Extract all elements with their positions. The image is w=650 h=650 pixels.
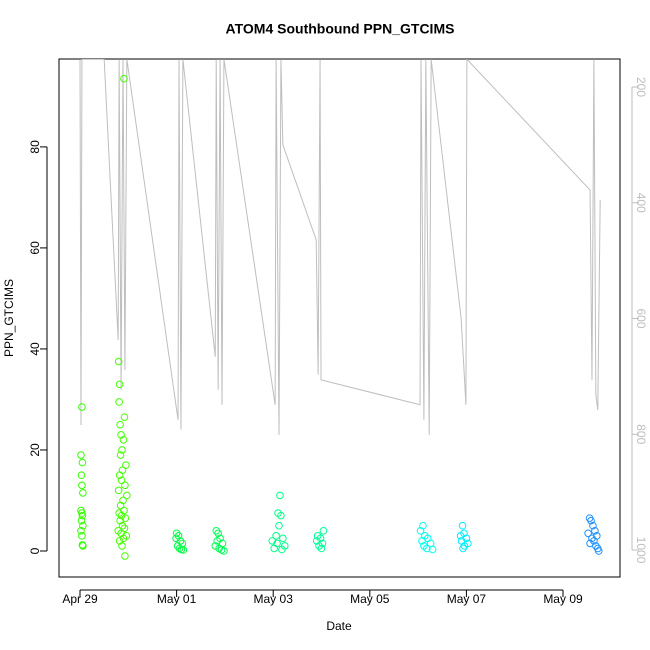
data-point (278, 545, 286, 554)
y-tick-label: 0 (28, 547, 42, 554)
data-point (584, 529, 592, 538)
data-point (315, 542, 323, 550)
plot-box (58, 58, 621, 578)
data-point (418, 537, 426, 545)
y2-tick-label: 1000 (634, 537, 648, 564)
data-point (220, 547, 228, 555)
data-point (120, 74, 128, 83)
y2-tick-label: 400 (634, 193, 648, 213)
data-point (79, 521, 87, 530)
data-point (275, 521, 283, 530)
x-axis-label: Date (326, 619, 352, 633)
data-point (116, 451, 125, 459)
data-point (589, 521, 597, 530)
data-point (79, 489, 87, 497)
x-tick-label: May 05 (350, 592, 390, 606)
plot-area (77, 59, 603, 560)
data-point (211, 542, 220, 550)
x-tick-label: May 01 (157, 592, 197, 606)
data-point (118, 542, 126, 550)
data-point (590, 537, 598, 545)
data-point (214, 529, 222, 538)
data-point (115, 471, 124, 480)
data-point (78, 532, 86, 540)
data-point (79, 542, 87, 550)
data-point (116, 501, 125, 510)
data-point (117, 476, 126, 485)
data-point (114, 357, 123, 366)
y-tick-label: 20 (28, 443, 42, 457)
y2-tick-label: 600 (634, 309, 648, 329)
data-point (78, 458, 87, 467)
data-point (316, 534, 325, 543)
data-point (272, 532, 280, 540)
data-point (423, 544, 431, 553)
data-point (317, 544, 326, 553)
data-point (120, 524, 129, 533)
data-point (428, 545, 437, 554)
data-point (588, 534, 596, 543)
data-point (270, 544, 278, 553)
data-point (116, 420, 124, 429)
data-point (119, 534, 128, 543)
data-point (174, 532, 183, 540)
data-point (172, 534, 180, 543)
y-tick-label: 40 (28, 342, 42, 356)
data-point (319, 526, 328, 535)
data-point (587, 516, 595, 525)
data-point (458, 521, 467, 530)
data-point (212, 526, 221, 535)
x-tick-label: May 07 (447, 592, 487, 606)
data-point (279, 534, 287, 543)
chart-title: ATOM4 Southbound PPN_GTCIMS (226, 21, 455, 37)
x-tick-label: Apr 29 (62, 592, 98, 606)
data-point (120, 413, 129, 421)
data-point (118, 521, 127, 530)
data-point (78, 481, 86, 490)
x-tick-label: May 03 (254, 592, 294, 606)
data-point (77, 471, 86, 480)
x-tick-label: May 09 (543, 592, 583, 606)
data-point (115, 380, 124, 389)
y-tick-label: 80 (28, 140, 42, 154)
data-point (172, 529, 181, 538)
pressure-line (79, 59, 601, 435)
data-point (118, 446, 126, 454)
data-point (459, 544, 467, 553)
data-point (122, 461, 130, 469)
data-point (115, 509, 123, 517)
y2-tick-label: 200 (634, 77, 648, 97)
data-point (276, 491, 284, 500)
data-point (117, 511, 126, 520)
data-point (114, 486, 123, 495)
data-point (179, 546, 188, 554)
data-point (77, 516, 86, 525)
y2-tick-label: 800 (634, 424, 648, 444)
data-point (77, 451, 85, 459)
data-point (119, 436, 128, 444)
data-point (78, 403, 86, 411)
data-point (594, 547, 603, 555)
y-tick-label: 60 (28, 241, 42, 255)
data-point (591, 526, 599, 535)
data-point (121, 552, 129, 560)
data-point (78, 511, 87, 520)
data-point (115, 398, 123, 406)
data-point (123, 491, 131, 500)
data-point (416, 526, 425, 535)
data-point (121, 481, 129, 490)
y-axis-label: PPN_GTCIMS (2, 279, 16, 357)
data-point (277, 511, 285, 520)
data-point (77, 526, 85, 535)
